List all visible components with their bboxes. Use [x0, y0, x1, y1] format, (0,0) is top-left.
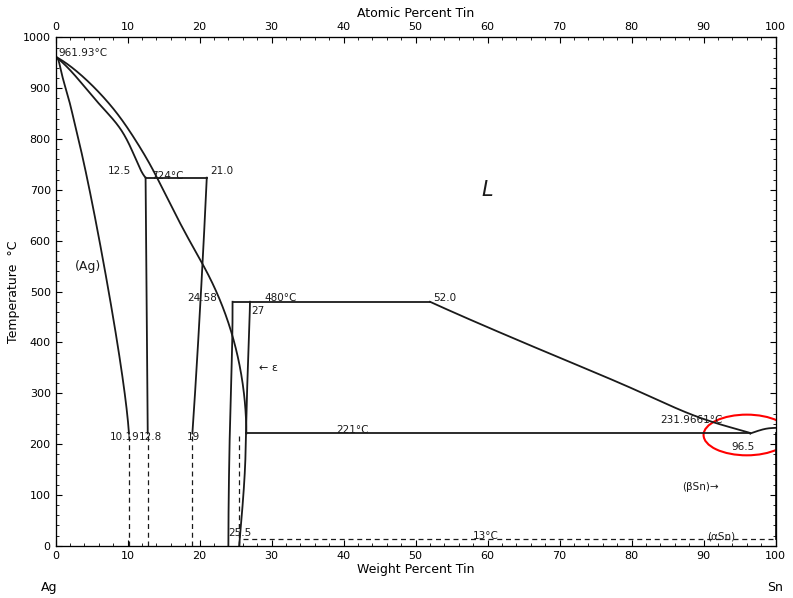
Text: 52.0: 52.0: [434, 292, 457, 303]
Text: 221°C: 221°C: [336, 425, 369, 435]
Text: 25.5: 25.5: [228, 528, 251, 538]
Text: 13°C: 13°C: [473, 530, 499, 541]
X-axis label: Weight Percent Tin: Weight Percent Tin: [357, 563, 474, 576]
Text: 21.0: 21.0: [210, 166, 233, 176]
Text: 480°C: 480°C: [264, 292, 297, 303]
Text: 231.9661°C: 231.9661°C: [661, 415, 722, 425]
Text: Sn: Sn: [767, 581, 783, 594]
X-axis label: Atomic Percent Tin: Atomic Percent Tin: [357, 7, 474, 20]
Text: 19: 19: [186, 432, 200, 441]
Text: 961.93°C: 961.93°C: [59, 48, 108, 57]
Text: 24.58: 24.58: [188, 292, 217, 303]
Text: ← ε: ← ε: [259, 363, 278, 373]
Text: 96.5: 96.5: [731, 442, 755, 451]
Text: (βSn)→: (βSn)→: [682, 483, 718, 492]
Text: L: L: [482, 180, 493, 200]
Text: Ag: Ag: [41, 581, 58, 594]
Text: 10.19: 10.19: [109, 432, 140, 441]
Text: (Ag): (Ag): [75, 260, 101, 273]
Text: 12.8: 12.8: [139, 432, 162, 441]
Y-axis label: Temperature  °C: Temperature °C: [7, 240, 20, 343]
Text: 27: 27: [251, 306, 265, 316]
Text: 724°C: 724°C: [151, 170, 183, 181]
Text: 12.5: 12.5: [108, 166, 131, 176]
Text: (αSn): (αSn): [707, 532, 735, 542]
